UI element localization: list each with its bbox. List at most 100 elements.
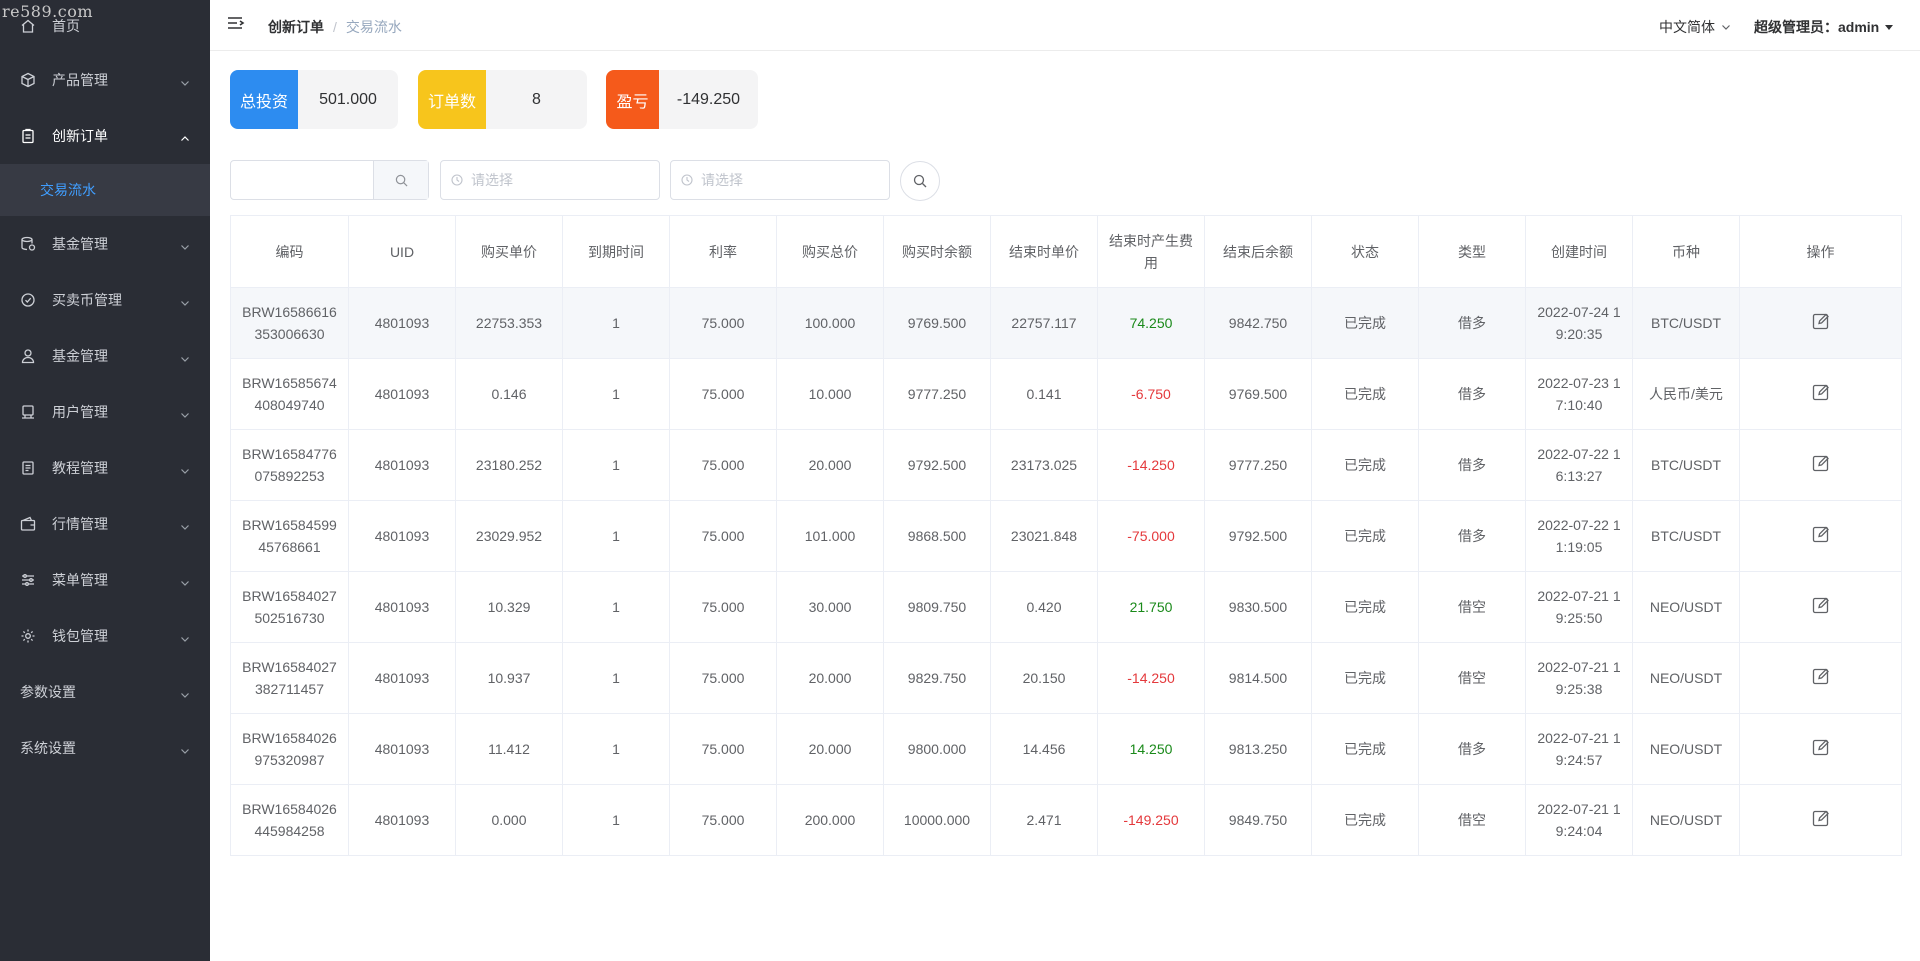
cell-rate: 75.000	[669, 358, 777, 430]
sidebar-item-transaction-flow[interactable]: 交易流水	[0, 164, 210, 216]
edit-icon[interactable]	[1810, 523, 1832, 545]
language-label: 中文简体	[1659, 19, 1715, 35]
sidebar-item-tutorial-management[interactable]: 教程管理	[0, 440, 210, 496]
query-button[interactable]	[900, 161, 940, 201]
search-button[interactable]	[373, 161, 428, 199]
stat-value: 8	[532, 90, 541, 108]
cell-code: BRW16584027 502516730	[230, 571, 349, 643]
edit-icon[interactable]	[1810, 736, 1832, 758]
start-date-input[interactable]	[471, 172, 651, 188]
cell-status: 已完成	[1311, 571, 1419, 643]
sidebar-item-label: 基金管理	[52, 348, 108, 364]
cell-end-price-text: 22757.117	[1011, 315, 1077, 331]
sidebar-item-wallet-management[interactable]: 钱包管理	[0, 608, 210, 664]
sidebar-item-home[interactable]: 首页	[0, 0, 210, 52]
table-header-col-balance-before: 购买时余额	[883, 215, 991, 288]
edit-icon[interactable]	[1810, 310, 1832, 332]
cell-expire: 1	[562, 500, 670, 572]
table-row: BRW16584026 445984258 4801093 0.000 1 75.000 2…	[230, 784, 1902, 856]
table-header-col-total: 购买总价	[776, 215, 884, 288]
end-date-picker[interactable]	[670, 160, 890, 200]
edit-icon[interactable]	[1810, 452, 1832, 474]
cell-total: 20.000	[776, 713, 884, 785]
start-date-picker[interactable]	[440, 160, 660, 200]
cell-uid: 4801093	[348, 784, 456, 856]
sidebar-item-menu-management[interactable]: 菜单管理	[0, 552, 210, 608]
cell-uid: 4801093	[348, 287, 456, 359]
caret-down-icon	[1885, 24, 1894, 30]
cell-expire-text: 1	[612, 386, 620, 402]
cell-expire-text: 1	[612, 812, 620, 828]
cell-rate: 75.000	[669, 784, 777, 856]
cell-total: 30.000	[776, 571, 884, 643]
cell-created-time: 2022-07-24 1 9:20:35	[1525, 287, 1633, 359]
cell-type: 借空	[1418, 642, 1526, 714]
sidebar-item-products[interactable]: 产品管理	[0, 52, 210, 108]
user-dropdown[interactable]: 超级管理员：admin	[1754, 17, 1894, 37]
table-header-col-status: 状态	[1311, 215, 1419, 288]
table-header-col-created-time: 创建时间	[1525, 215, 1633, 288]
cell-balance-before: 9800.000	[883, 713, 991, 785]
sidebar-item-market-management[interactable]: 行情管理	[0, 496, 210, 552]
cell-status-text: 已完成	[1344, 457, 1386, 473]
cell-end-fee-text: 14.250	[1129, 741, 1173, 757]
sidebar-item-innovation-orders[interactable]: 创新订单	[0, 108, 210, 164]
cell-coin-text: 人民币/美元	[1649, 386, 1723, 402]
edit-icon[interactable]	[1810, 381, 1832, 403]
cell-rate-text: 75.000	[701, 741, 745, 757]
cell-created-time-text: 2022-07-21 1	[1537, 730, 1621, 746]
sidebar-item-label: 买卖币管理	[52, 292, 122, 308]
sidebar-item-label: 教程管理	[52, 460, 108, 476]
sidebar-item-label: 基金管理	[52, 236, 108, 252]
stat-value: 501.000	[319, 90, 377, 108]
cell-total: 10.000	[776, 358, 884, 430]
edit-icon[interactable]	[1810, 665, 1832, 687]
sidebar-item-coin-trade[interactable]: 买卖币管理	[0, 272, 210, 328]
cell-expire: 1	[562, 571, 670, 643]
sidebar-item-fund-management[interactable]: 基金管理	[0, 216, 210, 272]
cell-end-fee: -6.750	[1097, 358, 1205, 430]
cell-created-time-text: 9:24:04	[1555, 823, 1603, 839]
cell-created-time-text: 2022-07-23 1	[1537, 375, 1621, 391]
cell-uid: 4801093	[348, 642, 456, 714]
cell-balance-before-text: 9800.000	[907, 741, 967, 757]
cell-status: 已完成	[1311, 500, 1419, 572]
cell-end-fee: 14.250	[1097, 713, 1205, 785]
sidebar-item-system-settings[interactable]: 系统设置	[0, 720, 210, 776]
cell-end-price: 20.150	[990, 642, 1098, 714]
cell-coin: NEO/USDT	[1632, 713, 1740, 785]
cell-uid: 4801093	[348, 429, 456, 501]
hamburger-menu-icon[interactable]	[227, 15, 245, 33]
monitor-icon	[20, 404, 36, 420]
cell-expire: 1	[562, 642, 670, 714]
cell-created-time-text: 9:25:50	[1555, 610, 1603, 626]
breadcrumb-parent[interactable]: 创新订单	[268, 19, 324, 35]
document-icon	[20, 460, 36, 476]
cell-type-text: 借多	[1458, 528, 1486, 544]
cell-coin-text: NEO/USDT	[1649, 741, 1723, 757]
cell-balance-after: 9849.750	[1204, 784, 1312, 856]
language-selector[interactable]: 中文简体	[1659, 17, 1731, 37]
end-date-input[interactable]	[701, 172, 881, 188]
sidebar-item-label: 钱包管理	[52, 628, 108, 644]
cell-balance-before: 10000.000	[883, 784, 991, 856]
cell-created-time-text: 9:25:38	[1555, 681, 1603, 697]
search-input[interactable]	[231, 161, 373, 199]
cell-code-text: BRW16584027	[242, 588, 337, 604]
cell-balance-after-text: 9814.500	[1228, 670, 1288, 686]
cell-buy-price: 11.412	[455, 713, 563, 785]
cell-code: BRW16584026 445984258	[230, 784, 349, 856]
cell-end-price-text: 14.456	[1022, 741, 1066, 757]
cell-total: 20.000	[776, 642, 884, 714]
edit-icon[interactable]	[1810, 594, 1832, 616]
sidebar-item-user-management[interactable]: 用户管理	[0, 384, 210, 440]
cell-type: 借多	[1418, 713, 1526, 785]
sidebar-item-parameter-settings[interactable]: 参数设置	[0, 664, 210, 720]
sidebar-item-fund-management-2[interactable]: 基金管理	[0, 328, 210, 384]
cell-rate: 75.000	[669, 571, 777, 643]
edit-icon[interactable]	[1810, 807, 1832, 829]
sidebar-item-label: 系统设置	[20, 740, 76, 756]
table-row: BRW16584599 45768661 4801093 23029.952 1 75.0…	[230, 500, 1902, 572]
cell-total-text: 100.000	[804, 315, 856, 331]
cell-end-price-text: 20.150	[1022, 670, 1066, 686]
